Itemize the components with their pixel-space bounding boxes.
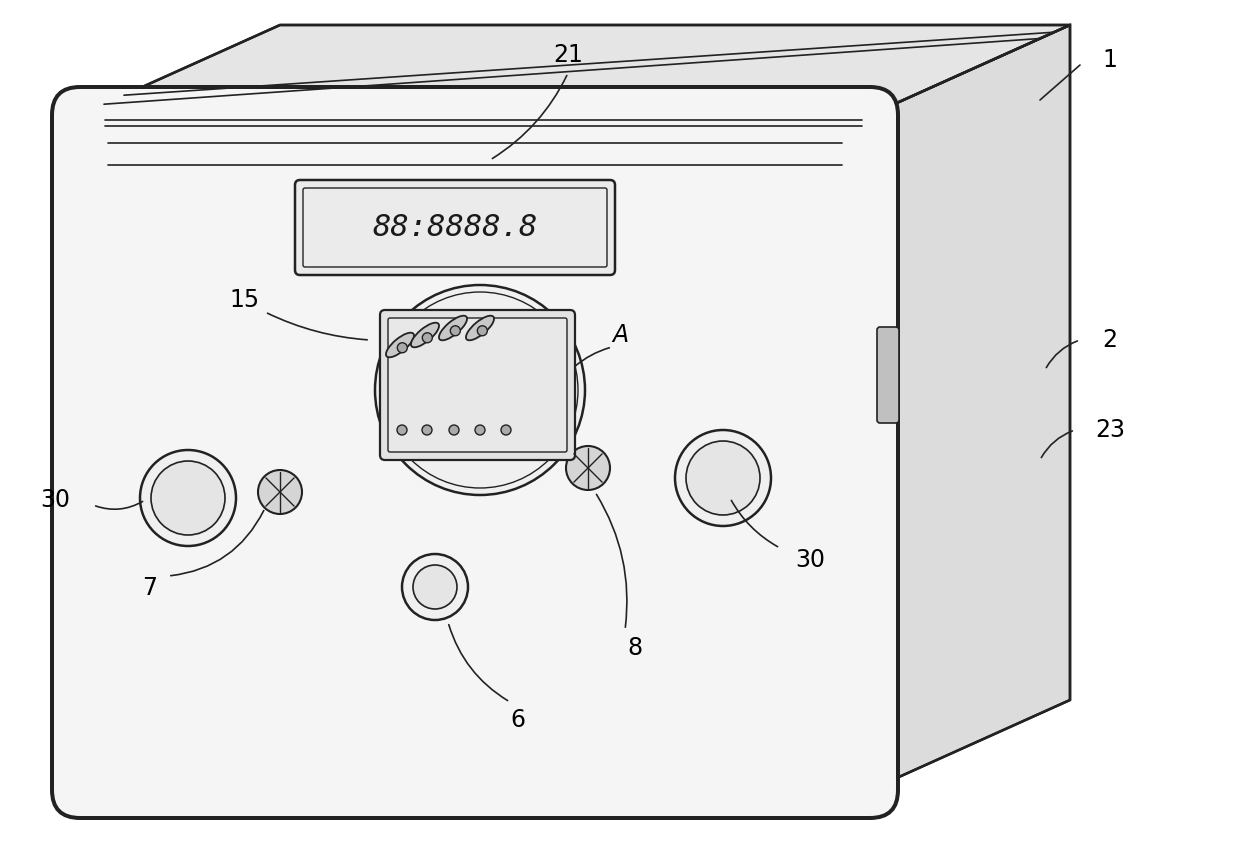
FancyArrowPatch shape [171, 510, 264, 575]
Text: 15: 15 [230, 288, 260, 312]
FancyBboxPatch shape [295, 180, 615, 275]
Ellipse shape [387, 333, 414, 357]
Circle shape [140, 450, 235, 546]
Circle shape [449, 425, 458, 435]
Text: 2: 2 [1103, 328, 1118, 352]
Ellipse shape [466, 315, 494, 340]
Text: 8: 8 [627, 636, 643, 660]
FancyArrowPatch shape [596, 494, 627, 628]
Circle shape [398, 343, 408, 353]
FancyArrowPatch shape [268, 313, 367, 339]
FancyBboxPatch shape [388, 318, 567, 452]
Circle shape [375, 285, 585, 495]
Circle shape [675, 430, 771, 526]
Text: A: A [612, 323, 628, 347]
Circle shape [382, 292, 579, 488]
FancyArrowPatch shape [449, 625, 508, 700]
Circle shape [475, 425, 484, 435]
FancyArrowPatch shape [575, 348, 610, 366]
FancyArrowPatch shape [95, 501, 142, 510]
Polygon shape [870, 25, 1070, 790]
FancyArrowPatch shape [492, 75, 566, 158]
Text: 7: 7 [142, 576, 157, 600]
Text: 88:8888.8: 88:8888.8 [372, 213, 538, 242]
Circle shape [501, 425, 510, 435]
Circle shape [422, 333, 432, 343]
FancyArrowPatch shape [731, 500, 778, 546]
Circle shape [151, 461, 225, 535]
Ellipse shape [411, 322, 439, 347]
Circle shape [450, 326, 461, 336]
FancyBboxPatch shape [304, 188, 607, 267]
FancyArrowPatch shape [1041, 431, 1073, 457]
Circle shape [258, 470, 302, 514]
Text: 21: 21 [553, 43, 582, 67]
Circle shape [413, 565, 457, 609]
Circle shape [686, 441, 760, 515]
Circle shape [422, 425, 432, 435]
FancyArrowPatch shape [1046, 341, 1078, 368]
Text: 30: 30 [40, 488, 69, 512]
Circle shape [566, 446, 610, 490]
FancyBboxPatch shape [380, 310, 575, 460]
Polygon shape [81, 25, 1070, 115]
Circle shape [477, 326, 487, 336]
Text: 23: 23 [1095, 418, 1125, 442]
Circle shape [396, 425, 406, 435]
FancyBboxPatch shape [877, 327, 900, 423]
FancyBboxPatch shape [52, 87, 898, 818]
Circle shape [401, 554, 468, 620]
Ellipse shape [439, 315, 467, 340]
Text: 6: 6 [510, 708, 525, 732]
Text: 30: 30 [795, 548, 825, 572]
Text: 1: 1 [1103, 48, 1118, 72]
